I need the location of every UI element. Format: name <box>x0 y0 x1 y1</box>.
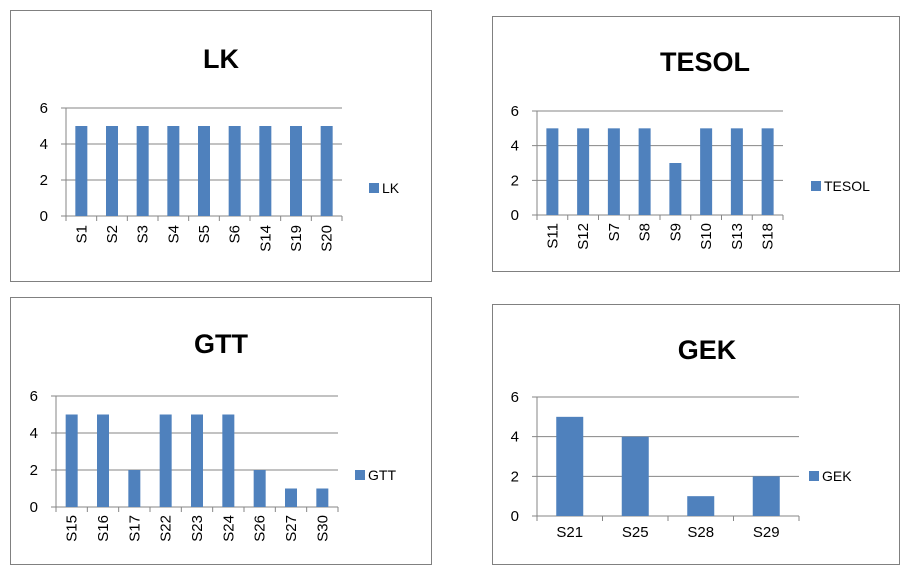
x-tick-label: S30 <box>314 515 331 542</box>
y-tick-label: 6 <box>30 388 38 405</box>
x-tick-label: S25 <box>622 524 649 541</box>
bar <box>316 488 329 507</box>
x-tick-label: S27 <box>283 515 300 542</box>
bar <box>253 470 266 507</box>
x-tick-label: S10 <box>698 223 715 250</box>
legend-label: GTT <box>368 467 396 483</box>
bar <box>198 126 210 216</box>
bar <box>65 414 78 507</box>
y-tick-label: 2 <box>511 468 519 485</box>
y-tick-label: 2 <box>511 172 519 189</box>
y-tick-label: 0 <box>511 508 519 525</box>
bar <box>191 414 203 507</box>
x-tick-label: S26 <box>252 515 269 542</box>
bar <box>669 163 682 215</box>
y-tick-label: 0 <box>30 499 38 516</box>
bar <box>638 128 651 215</box>
bar <box>621 436 649 516</box>
chart-gtt: GTT 0 2 4 6 S15 S16 S17 S22 S23 S24 S26 S27 S30 GTT <box>10 297 432 565</box>
bar <box>700 128 713 215</box>
chart-lk-svg: LK 0 2 4 6 S1 S2 S3 S4 S5 S6 S14 S19 S20 LK <box>40 44 400 252</box>
x-tick-label: S14 <box>257 225 274 252</box>
y-tick-label: 4 <box>40 136 48 153</box>
chart-title: LK <box>203 44 239 74</box>
chart-title: GTT <box>194 329 248 359</box>
y-tick-label: 0 <box>40 208 48 225</box>
chart-title: TESOL <box>660 47 750 77</box>
chart-tesol: TESOL 0 2 4 6 S11 S12 S7 S8 S9 S10 S13 S18 TESOL <box>492 16 900 272</box>
bar <box>136 126 149 216</box>
bar <box>761 128 774 215</box>
x-tick-label: S28 <box>687 524 714 541</box>
chart-gtt-svg: GTT 0 2 4 6 S15 S16 S17 S22 S23 S24 S26 S27 S30 GTT <box>30 329 397 542</box>
x-tick-label: S23 <box>189 515 206 542</box>
bar <box>159 414 172 507</box>
bar <box>259 126 272 216</box>
bar <box>75 126 88 216</box>
chart-lk: LK 0 2 4 6 S1 S2 S3 S4 S5 S6 S14 S19 S20 LK <box>10 10 432 282</box>
legend-label: LK <box>382 180 400 196</box>
bar <box>546 128 559 215</box>
bar <box>320 126 333 216</box>
x-tick-label: S2 <box>104 225 121 243</box>
bar <box>228 126 241 216</box>
chart-gek: GEK 0 2 4 6 S21 S25 S28 S29 GEK <box>492 304 900 565</box>
chart-gek-svg: GEK 0 2 4 6 S21 S25 S28 S29 GEK <box>511 335 853 541</box>
x-tick-label: S15 <box>64 515 81 542</box>
legend-swatch <box>811 181 821 191</box>
x-tick-label: S22 <box>158 515 175 542</box>
x-tick-label: S5 <box>196 225 213 243</box>
bar <box>285 488 297 507</box>
legend-swatch <box>809 471 819 481</box>
y-tick-label: 6 <box>511 103 519 120</box>
y-tick-label: 6 <box>40 100 48 117</box>
x-tick-label: S7 <box>606 223 623 241</box>
x-tick-label: S6 <box>227 225 244 243</box>
x-tick-label: S4 <box>165 225 182 243</box>
y-tick-label: 2 <box>40 172 48 189</box>
bar <box>167 126 180 216</box>
legend-swatch <box>369 183 379 193</box>
x-tick-label: S11 <box>544 223 561 249</box>
bar <box>290 126 302 216</box>
y-tick-label: 4 <box>511 429 519 446</box>
x-tick-label: S21 <box>556 524 583 541</box>
bar <box>128 470 141 507</box>
bar <box>97 414 109 507</box>
bar <box>577 128 590 215</box>
x-tick-label: S18 <box>760 223 777 250</box>
y-tick-label: 6 <box>511 389 519 406</box>
x-tick-label: S20 <box>319 225 336 252</box>
legend-label: GEK <box>822 468 852 484</box>
x-tick-label: S9 <box>667 223 684 241</box>
y-tick-label: 2 <box>30 462 38 479</box>
bar <box>556 416 584 516</box>
x-tick-label: S16 <box>95 515 112 542</box>
y-tick-label: 4 <box>30 425 38 442</box>
bar <box>222 414 235 507</box>
x-tick-label: S19 <box>288 225 305 252</box>
bar <box>607 128 620 215</box>
x-tick-label: S3 <box>135 225 152 243</box>
x-tick-label: S17 <box>126 515 143 542</box>
chart-title: GEK <box>678 335 737 365</box>
y-tick-label: 0 <box>511 207 519 224</box>
y-tick-label: 4 <box>511 138 519 155</box>
legend-swatch <box>355 470 365 480</box>
x-tick-label: S8 <box>637 223 654 241</box>
legend-label: TESOL <box>824 178 870 194</box>
chart-tesol-svg: TESOL 0 2 4 6 S11 S12 S7 S8 S9 S10 S13 S18 TESOL <box>511 47 870 250</box>
bar <box>730 128 743 215</box>
x-tick-label: S13 <box>729 223 746 250</box>
x-tick-label: S24 <box>220 515 237 542</box>
x-tick-label: S29 <box>753 524 780 541</box>
bar <box>752 476 780 516</box>
x-tick-label: S12 <box>575 223 592 250</box>
bar <box>106 126 118 216</box>
x-tick-label: S1 <box>73 225 90 243</box>
bar <box>687 496 715 516</box>
